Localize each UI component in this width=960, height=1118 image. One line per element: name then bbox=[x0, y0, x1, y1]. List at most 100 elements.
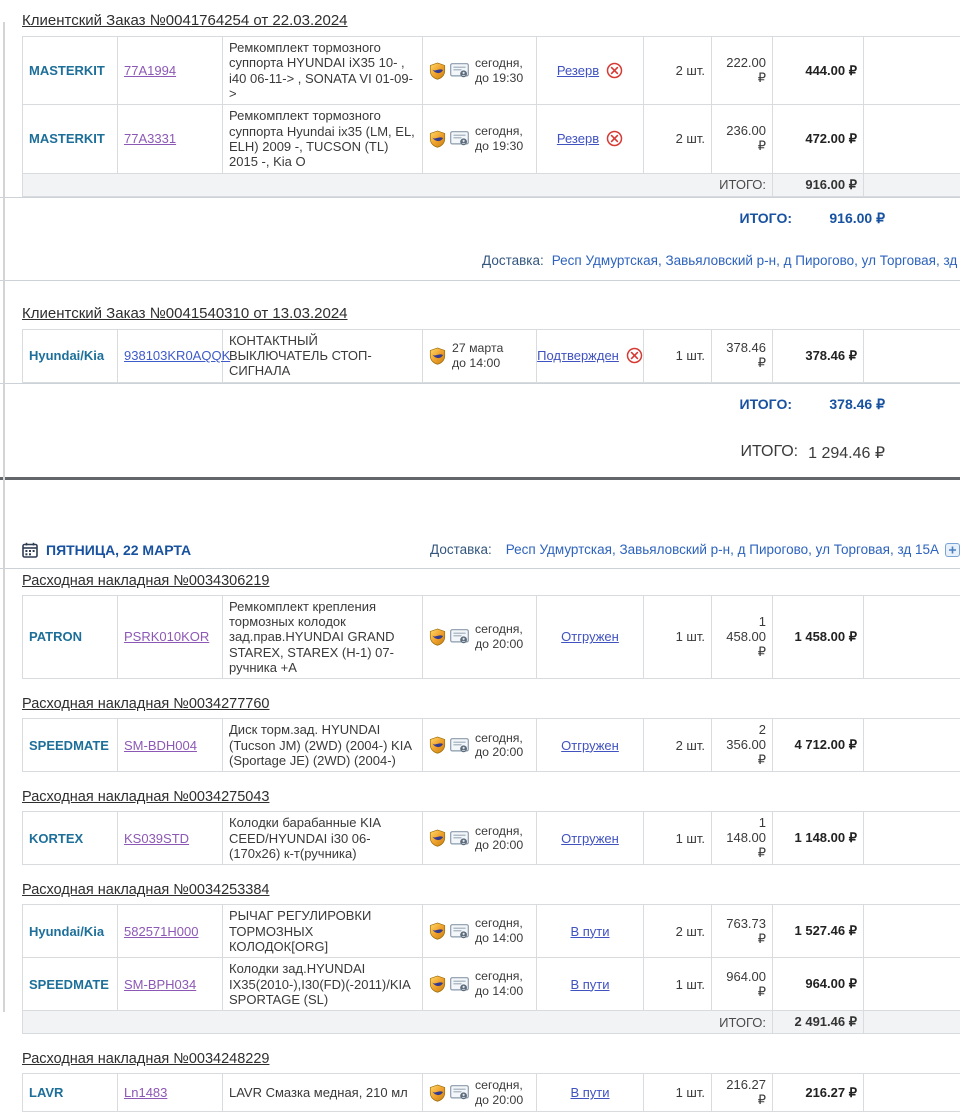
divider bbox=[0, 567, 960, 569]
article-link[interactable]: PSRK010KOR bbox=[124, 629, 210, 645]
brand-name: Hyundai/Kia bbox=[29, 923, 105, 939]
availability-cell: сегодня, до 20:00 bbox=[422, 1073, 537, 1113]
brand-name: Hyundai/Kia bbox=[29, 348, 105, 364]
status-link[interactable]: Резерв bbox=[556, 131, 600, 147]
sum-cell: 472.00 ₽ bbox=[772, 104, 864, 174]
order-title[interactable]: Клиентский Заказ №0041540310 от 13.03.20… bbox=[22, 304, 348, 322]
quality-shield-icon bbox=[429, 62, 446, 80]
certificate-icon bbox=[450, 629, 469, 644]
description-cell: РЫЧАГ РЕГУЛИРОВКИ ТОРМОЗНЫХ КОЛОДОК[ORG] bbox=[222, 904, 423, 959]
invoice-title[interactable]: Расходная накладная №0034275043 bbox=[22, 789, 270, 806]
delivery-time: сегодня, до 14:00 bbox=[475, 916, 523, 946]
table-row: Hyundai/Kia 582571H000 РЫЧАГ РЕГУЛИРОВКИ Т… bbox=[22, 904, 960, 959]
divider bbox=[0, 196, 960, 198]
brand-cell: KORTEX bbox=[22, 811, 118, 866]
article-link[interactable]: SM-BPH034 bbox=[124, 976, 197, 992]
cancel-icon[interactable] bbox=[606, 130, 623, 147]
order-title[interactable]: Клиентский Заказ №0041764254 от 22.03.20… bbox=[22, 12, 348, 29]
invoice-section: Расходная накладная №0034275043 KORTEX KS0… bbox=[22, 772, 960, 866]
brand-cell: SPEEDMATE bbox=[22, 957, 118, 1012]
description-cell: LAVR Смазка медная, 210 мл bbox=[222, 1073, 423, 1113]
items-table: MASTERKIT 77A1994 Ремкомплект тормозного с… bbox=[22, 35, 960, 197]
description-cell: Ремкомплект тормозного суппорта HYUNDAI … bbox=[222, 35, 423, 106]
certificate-icon bbox=[450, 923, 469, 939]
date-line-1: сегодня, bbox=[475, 916, 523, 931]
status-link[interactable]: Резерв bbox=[556, 63, 600, 79]
day1-grand-total: ИТОГО: 1 294.46 ₽ bbox=[22, 443, 885, 463]
status-cell: В пути bbox=[536, 957, 644, 1012]
total-label: ИТОГО: bbox=[739, 395, 792, 412]
total-label: ИТОГО: bbox=[740, 442, 799, 460]
empty-cell bbox=[863, 35, 960, 106]
invoice-section: Расходная накладная №0034246685PATRONPSR… bbox=[22, 1112, 960, 1118]
day-header: ПЯТНИЦА, 22 МАРТА Доставка: Респ Удмуртс… bbox=[22, 542, 960, 558]
delivery-time: сегодня, до 19:30 bbox=[475, 56, 523, 86]
sum-cell: 216.27 ₽ bbox=[772, 1073, 864, 1113]
article-link[interactable]: SM-BDH004 bbox=[124, 737, 197, 753]
article-link[interactable]: 77A1994 bbox=[124, 63, 177, 79]
status-link[interactable]: Отгружен bbox=[561, 629, 619, 645]
status-link[interactable]: В пути bbox=[570, 1085, 610, 1101]
status-cell: Резерв bbox=[536, 104, 644, 174]
total-value: 1 294.46 ₽ bbox=[808, 444, 885, 462]
delivery-time: сегодня, до 20:00 bbox=[475, 824, 523, 854]
delivery-address-link[interactable]: Респ Удмуртская, Завьяловский р-н, д Пир… bbox=[505, 542, 939, 558]
qty-cell: 1 шт. bbox=[643, 594, 712, 680]
status-wrap: В пути bbox=[543, 1085, 637, 1100]
total-value-cell: 916.00 ₽ bbox=[772, 172, 864, 197]
status-wrap: Резерв bbox=[543, 130, 637, 147]
certificate-icon bbox=[450, 976, 469, 992]
status-link[interactable]: Подтвержден bbox=[537, 348, 619, 364]
article-link[interactable]: 582571H000 bbox=[124, 923, 199, 939]
attachment-icon[interactable] bbox=[945, 542, 960, 557]
total-value-cell: 2 491.46 ₽ bbox=[772, 1010, 864, 1035]
order-total: ИТОГО: 916.00 ₽ bbox=[22, 210, 885, 227]
article-cell: 77A3331 bbox=[117, 104, 223, 174]
status-link[interactable]: Отгружен bbox=[561, 737, 619, 753]
brand-name: KORTEX bbox=[29, 830, 84, 846]
table-row: MASTERKIT 77A1994 Ремкомплект тормозного с… bbox=[22, 35, 960, 106]
status-link[interactable]: В пути bbox=[570, 923, 610, 939]
table-row: Hyundai/Kia 938103KR0AQQK КОНТАКТНЫЙ ВЫКЛЮ… bbox=[22, 328, 960, 383]
cancel-icon[interactable] bbox=[606, 62, 623, 79]
table-row: SPEEDMATE SM-BDH004 Диск торм.зад. HYUNDAI… bbox=[22, 718, 960, 773]
cancel-icon[interactable] bbox=[626, 347, 643, 364]
brand-cell: Hyundai/Kia bbox=[22, 328, 118, 383]
article-link[interactable]: 938103KR0AQQK bbox=[124, 348, 231, 364]
status-link[interactable]: В пути bbox=[570, 976, 610, 992]
article-link[interactable]: 77A3331 bbox=[124, 131, 177, 147]
article-cell: PSRK010KOR bbox=[117, 594, 223, 680]
article-link[interactable]: KS039STD bbox=[124, 830, 190, 846]
brand-cell: MASTERKIT bbox=[22, 104, 118, 174]
table-row: MASTERKIT 77A3331 Ремкомплект тормозного с… bbox=[22, 104, 960, 174]
status-wrap: В пути bbox=[543, 924, 637, 939]
sum-cell: 4 712.00 ₽ bbox=[772, 718, 864, 773]
date-line-1: 27 марта bbox=[452, 340, 504, 355]
invoice-title[interactable]: Расходная накладная №0034248229 bbox=[22, 1051, 270, 1068]
delivery-address-link[interactable]: Респ Удмуртская, Завьяловский р-н, д Пир… bbox=[551, 252, 960, 268]
date-line-2: до 19:30 bbox=[475, 70, 524, 85]
price-cell: 222.00 ₽ bbox=[711, 35, 773, 106]
date-line-2: до 20:00 bbox=[475, 838, 524, 853]
delivery-time: сегодня, до 14:00 bbox=[475, 969, 523, 999]
invoice-title[interactable]: Расходная накладная №0034306219 bbox=[22, 572, 270, 589]
date-line-1: сегодня, bbox=[475, 823, 523, 838]
availability-wrap: сегодня, до 14:00 bbox=[429, 916, 530, 946]
certificate-icon bbox=[450, 131, 469, 146]
invoice-title[interactable]: Расходная накладная №0034253384 bbox=[22, 882, 270, 899]
items-table: LAVR Ln1483 LAVR Смазка медная, 210 мл сего… bbox=[22, 1073, 960, 1113]
items-table: Hyundai/Kia 582571H000 РЫЧАГ РЕГУЛИРОВКИ Т… bbox=[22, 904, 960, 1035]
invoice-title[interactable]: Расходная накладная №0034277760 bbox=[22, 696, 270, 713]
empty-cell bbox=[863, 594, 960, 680]
status-link[interactable]: Отгружен bbox=[561, 830, 619, 846]
status-cell: Отгружен bbox=[536, 718, 644, 773]
day-title-block: ПЯТНИЦА, 22 МАРТА bbox=[22, 542, 191, 558]
description-cell: Колодки зад.HYUNDAI IX35(2010-),I30(FD)(… bbox=[222, 957, 423, 1012]
article-cell: SM-BPH034 bbox=[117, 957, 223, 1012]
article-link[interactable]: Ln1483 bbox=[124, 1085, 168, 1101]
price-cell: 1 458.00 ₽ bbox=[711, 594, 773, 680]
date-line-2: до 14:00 bbox=[475, 984, 524, 999]
table-total-row: ИТОГО: 916.00 ₽ bbox=[22, 172, 960, 197]
invoices-list: Расходная накладная №0034306219 PATRON PSR… bbox=[22, 569, 960, 1118]
availability-cell: сегодня, до 20:00 bbox=[422, 594, 537, 680]
